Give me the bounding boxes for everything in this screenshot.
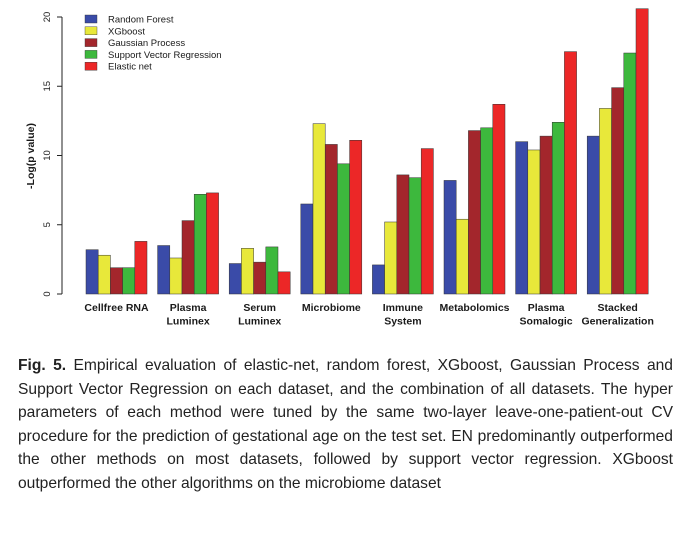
x-tick-label: Stacked bbox=[598, 302, 638, 314]
x-tick-label: Luminex bbox=[238, 316, 281, 328]
x-tick-label: System bbox=[384, 316, 421, 328]
x-tick-labels: Cellfree RNA Plasma Luminex Serum Luminex Mic… bbox=[84, 302, 653, 328]
bar bbox=[134, 241, 148, 295]
bar bbox=[564, 51, 577, 295]
bar-chart: 0 5 10 15 20 -Log(p value) Cellfree RNA Plasm… bbox=[25, 8, 654, 328]
y-tick-label: 20 bbox=[42, 12, 53, 23]
bar bbox=[468, 130, 481, 295]
legend-label: Gaussian Process bbox=[108, 38, 185, 49]
legend-swatch bbox=[84, 62, 98, 71]
bar bbox=[122, 267, 136, 295]
y-tick-label: 15 bbox=[42, 81, 53, 92]
y-tick-label: 0 bbox=[42, 291, 53, 296]
bar bbox=[110, 267, 123, 295]
bar bbox=[586, 135, 600, 295]
bar bbox=[443, 180, 457, 295]
bar bbox=[551, 122, 565, 295]
x-tick-label: Somalogic bbox=[520, 316, 573, 328]
bar bbox=[408, 177, 422, 295]
bar bbox=[253, 261, 267, 295]
bar bbox=[157, 245, 171, 295]
legend-label: Elastic net bbox=[108, 62, 152, 73]
bar bbox=[492, 104, 506, 295]
legend-swatch bbox=[84, 14, 98, 24]
x-tick-label: Serum bbox=[243, 302, 276, 314]
bar bbox=[169, 257, 183, 295]
legend-label: Support Vector Regression bbox=[108, 50, 222, 61]
bar bbox=[265, 246, 279, 295]
bar bbox=[228, 263, 242, 295]
y-tick-label: 10 bbox=[42, 150, 53, 161]
bar bbox=[372, 264, 385, 295]
bar bbox=[539, 135, 553, 295]
y-axis: 0 5 10 15 20 bbox=[42, 12, 63, 297]
legend-swatch bbox=[84, 38, 98, 47]
x-tick-label: Microbiome bbox=[302, 302, 361, 314]
x-tick-label: Cellfree RNA bbox=[84, 302, 149, 314]
bar bbox=[384, 221, 398, 295]
legend-swatch bbox=[84, 50, 98, 59]
x-tick-label: Plasma bbox=[170, 302, 207, 314]
x-tick-label: Luminex bbox=[167, 316, 210, 328]
bar bbox=[337, 163, 350, 295]
bar bbox=[623, 52, 637, 295]
bar bbox=[396, 174, 410, 295]
legend-label: Random Forest bbox=[108, 15, 174, 26]
bar bbox=[515, 141, 529, 295]
caption-label: Fig. 5. bbox=[18, 357, 67, 374]
bar bbox=[527, 149, 541, 295]
bar bbox=[420, 148, 434, 295]
bar bbox=[300, 203, 314, 295]
bar bbox=[635, 8, 649, 295]
bar bbox=[455, 218, 469, 295]
figure-caption: Fig. 5. Empirical evaluation of elastic-… bbox=[18, 354, 673, 496]
bars-group bbox=[85, 8, 649, 295]
bar bbox=[312, 123, 326, 295]
legend-swatch bbox=[84, 26, 98, 35]
x-tick-label: Plasma bbox=[528, 302, 565, 314]
y-tick-label: 5 bbox=[42, 222, 53, 227]
bar bbox=[599, 108, 612, 295]
bar bbox=[85, 249, 99, 295]
legend-label: XGboost bbox=[108, 26, 145, 37]
x-tick-label: Immune bbox=[383, 302, 423, 314]
bar bbox=[611, 87, 625, 295]
bar bbox=[349, 140, 363, 295]
bar bbox=[324, 144, 338, 295]
bar bbox=[480, 127, 494, 295]
bar bbox=[97, 254, 111, 295]
bar bbox=[193, 194, 207, 295]
caption-text: Empirical evaluation of elastic-net, ran… bbox=[18, 357, 673, 492]
bar bbox=[277, 271, 291, 295]
y-axis-label: -Log(p value) bbox=[25, 123, 37, 189]
bar bbox=[181, 220, 195, 295]
x-tick-label: Generalization bbox=[582, 316, 654, 328]
bar bbox=[206, 192, 219, 295]
x-tick-label: Metabolomics bbox=[439, 302, 509, 314]
bar bbox=[241, 248, 254, 295]
